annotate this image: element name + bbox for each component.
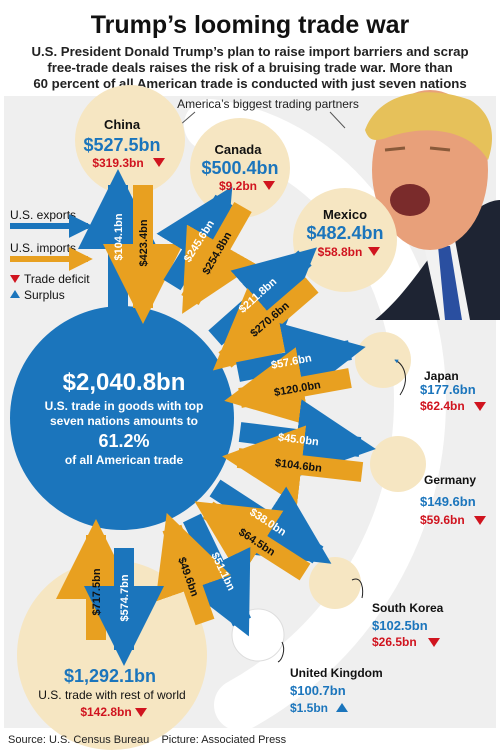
- germany-imports-arrow: [222, 425, 364, 505]
- canada-deficit-icon: [263, 181, 275, 190]
- intro-line-3: 60 percent of all American trade is cond…: [33, 76, 466, 91]
- uk-surplus-icon: [336, 703, 348, 712]
- canada-total: $500.4bn: [201, 158, 278, 178]
- legend-deficit-label: Trade deficit: [24, 272, 90, 286]
- rest-exports-value: $574.7bn: [119, 574, 131, 621]
- china-deficit-icon: [153, 158, 165, 167]
- japan-balance: $62.4bn: [420, 399, 465, 413]
- rest-imports-value: $717.5bn: [91, 568, 103, 615]
- rest-total: $1,292.1bn: [64, 666, 156, 686]
- south-korea-circle: [309, 557, 361, 609]
- japan-circle: [355, 332, 411, 388]
- intro-line-2: free-trade deals raises the risk of a br…: [47, 60, 452, 75]
- china-imports-value: $423.4bn: [138, 219, 150, 266]
- uk-pointer: [277, 641, 285, 663]
- trump-portrait: [365, 90, 500, 320]
- footer-credits: Source: U.S. Census Bureau Picture: Asso…: [8, 734, 287, 746]
- china-circle: [75, 85, 185, 195]
- rest-balance: $142.8bn: [80, 705, 131, 719]
- section-label: America’s biggest trading partners: [177, 97, 359, 111]
- center-desc-line-3: of all American trade: [65, 453, 184, 467]
- canada-imports-arrow: [181, 202, 257, 314]
- center-percent: 61.2%: [98, 431, 149, 451]
- rest-of-world-circle: [17, 560, 207, 750]
- legend: U.S. exports U.S. imports Trade deficit …: [10, 208, 93, 302]
- germany-imports-value: $104.6bn: [274, 457, 322, 475]
- germany-total: $149.6bn: [420, 494, 476, 509]
- china-total: $527.5bn: [83, 135, 160, 155]
- japan-deficit-icon: [474, 402, 486, 411]
- section-label-pointer: [179, 111, 346, 129]
- center-desc-line-1: U.S. trade in goods with top: [45, 399, 204, 413]
- china-name: China: [104, 117, 141, 132]
- legend-deficit-icon: [10, 275, 20, 283]
- rest-deficit-icon: [135, 708, 147, 717]
- south-korea-name: South Korea: [372, 601, 444, 615]
- intro-line-1: U.S. President Donald Trump’s plan to ra…: [31, 44, 468, 59]
- germany-circle: [370, 436, 426, 492]
- center-circle: [10, 306, 234, 530]
- ring-band: [184, 99, 447, 731]
- center-total: $2,040.8bn: [63, 369, 186, 396]
- legend-imports-label: U.S. imports: [10, 241, 76, 255]
- china-balance: $319.3bn: [92, 156, 143, 170]
- canada-name: Canada: [215, 142, 263, 157]
- uk-total: $100.7bn: [290, 683, 346, 698]
- japan-total: $177.6bn: [420, 382, 476, 397]
- uk-imports-arrow: [155, 512, 231, 626]
- south-korea-deficit-icon: [428, 638, 440, 647]
- uk-name: United Kingdom: [290, 666, 383, 680]
- mexico-deficit-icon: [368, 247, 380, 256]
- center-desc-line-2: seven nations amounts to: [50, 414, 198, 428]
- mexico-balance: $58.8bn: [318, 245, 363, 259]
- japan-pointer: [394, 359, 406, 396]
- china-exports-value: $104.1bn: [113, 213, 125, 260]
- germany-balance: $59.6bn: [420, 513, 465, 527]
- page-title: Trump’s looming trade war: [91, 11, 410, 39]
- rest-desc: U.S. trade with rest of world: [38, 688, 185, 702]
- mexico-circle: [293, 188, 397, 292]
- south-korea-balance: $26.5bn: [372, 635, 417, 649]
- germany-deficit-icon: [474, 516, 486, 525]
- germany-exports-value: $45.0bn: [277, 432, 319, 449]
- germany-name: Germany: [424, 473, 476, 487]
- south-korea-total: $102.5bn: [372, 618, 428, 633]
- mexico-name: Mexico: [323, 207, 367, 222]
- canada-balance: $9.2bn: [219, 179, 257, 193]
- uk-balance: $1.5bn: [290, 701, 328, 715]
- japan-name: Japan: [424, 369, 459, 383]
- south-korea-pointer: [351, 578, 364, 599]
- legend-surplus-label: Surplus: [24, 288, 65, 302]
- legend-exports-label: U.S. exports: [10, 208, 76, 222]
- japan-imports-arrow: [224, 347, 352, 426]
- mexico-total: $482.4bn: [306, 223, 383, 243]
- legend-surplus-icon: [10, 290, 20, 298]
